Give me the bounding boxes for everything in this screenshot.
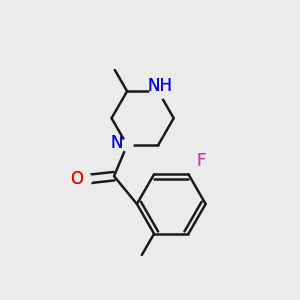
Text: F: F — [196, 152, 206, 170]
Text: O: O — [70, 170, 83, 188]
Text: O: O — [70, 170, 83, 188]
Circle shape — [77, 172, 92, 187]
Text: NH: NH — [147, 77, 172, 95]
Circle shape — [121, 139, 133, 151]
Text: NH: NH — [147, 77, 172, 95]
Text: N: N — [110, 134, 123, 152]
Text: F: F — [196, 152, 206, 170]
Circle shape — [189, 157, 201, 169]
Circle shape — [150, 83, 166, 99]
Text: N: N — [110, 134, 123, 152]
